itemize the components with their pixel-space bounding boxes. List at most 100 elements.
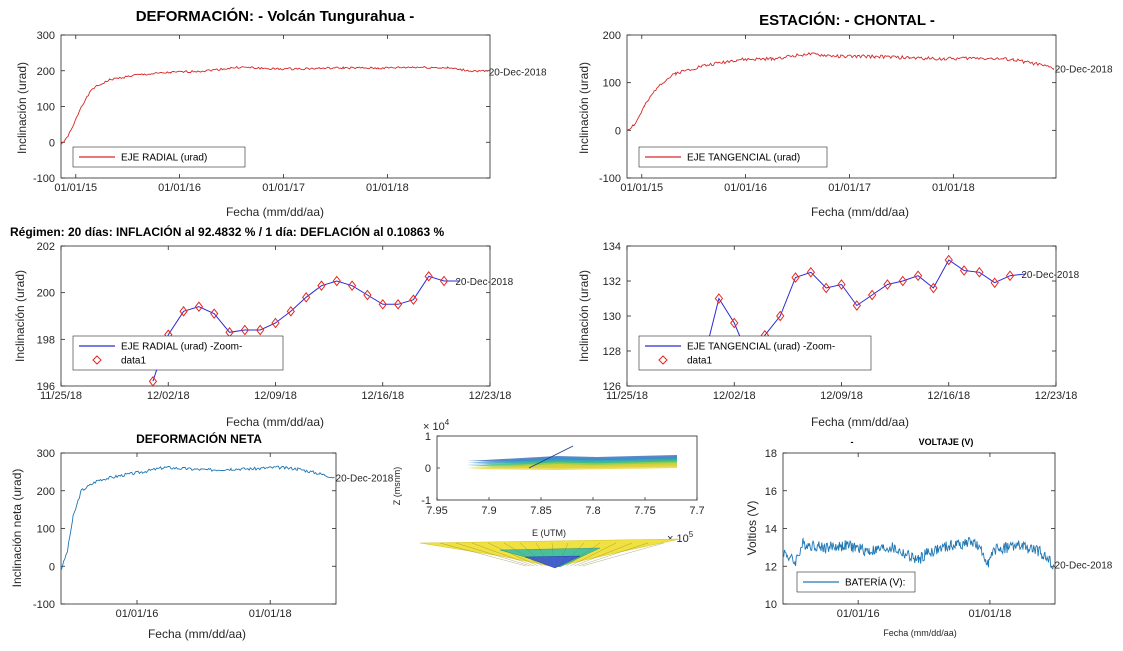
radial-series-line	[60, 65, 489, 145]
radial-xtick-label: 01/01/18	[366, 182, 409, 194]
voltaje-xtick-label: 01/01/18	[969, 608, 1012, 620]
voltaje-title-mark: -	[851, 437, 854, 447]
surface-mesh-line	[578, 542, 649, 567]
tangencial-xtick-label: 01/01/15	[620, 182, 663, 194]
tangencial_zoom-marker	[776, 310, 785, 322]
surface-y-exponent: × 104	[423, 418, 450, 433]
surface-xtick-label: 7.9	[481, 505, 496, 517]
surface-profile-line	[528, 445, 574, 469]
surface-band	[467, 463, 677, 470]
surface-ylabel: Z (msnm)	[392, 467, 402, 506]
surface-ytick-label: -1	[421, 495, 431, 507]
tangencial_zoom-xtick-label: 12/09/18	[820, 390, 863, 402]
tangencial_zoom-marker	[883, 279, 892, 290]
tangencial-xtick-label: 01/01/17	[828, 182, 871, 194]
voltaje-series-line	[782, 536, 1055, 570]
surface-mesh-line	[439, 542, 527, 567]
tangencial_zoom-xtick-label: 12/23/18	[1035, 390, 1078, 402]
tangencial_zoom-xtick-label: 11/25/18	[606, 390, 648, 402]
tangencial-xlabel: Fecha (mm/dd/aa)	[811, 205, 909, 219]
radial_zoom-xtick-label: 11/25/18	[40, 390, 82, 402]
radial_zoom-ytick-label: 198	[37, 334, 55, 346]
tangencial_zoom-marker	[806, 266, 815, 278]
neta-ytick-label: 0	[49, 561, 55, 573]
radial-chart-title: DEFORMACIÓN: - Volcán Tungurahua -	[136, 7, 415, 25]
radial_zoom-legend-marker	[92, 355, 102, 365]
voltaje-ytick-label: 16	[765, 486, 777, 498]
neta-ytick-label: 300	[37, 448, 55, 460]
tangencial_zoom-legend: EJE TANGENCIAL (urad) -Zoom-data1	[638, 335, 872, 371]
surface-ytick-label: 0	[425, 463, 431, 475]
radial-ytick-label: 300	[37, 30, 55, 42]
tangencial_zoom-marker	[990, 277, 999, 289]
tangencial_zoom-marker	[791, 272, 800, 283]
voltaje-ytick-label: 10	[765, 599, 777, 611]
surface-xtick-label: 7.95	[426, 505, 447, 517]
tangencial-series-line	[626, 52, 1055, 132]
tangencial_zoom-marker	[714, 293, 724, 304]
tangencial_zoom-legend-label: data1	[687, 356, 712, 367]
voltaje-legend-box	[796, 571, 916, 593]
radial_zoom-xtick-label: 12/02/18	[147, 390, 190, 402]
radial-legend: EJE RADIAL (urad)	[72, 146, 246, 168]
tangencial_zoom-xtick-label: 12/16/18	[927, 390, 970, 402]
surface-mesh-line	[551, 542, 555, 567]
radial_zoom-marker	[363, 289, 372, 301]
radial_zoom-marker	[332, 275, 341, 287]
voltaje-legend: BATERÍA (V):	[796, 571, 916, 593]
radial_zoom-marker	[286, 306, 295, 317]
tangencial_zoom-end-label: 20-Dec-2018	[1021, 270, 1079, 281]
radial_zoom-legend-box	[72, 335, 284, 371]
radial_zoom-marker	[302, 292, 311, 303]
surface-x-exponent: × 105	[667, 530, 694, 545]
neta-axes: 300 200 100 0 -100 01/01/16 01/01/18	[33, 448, 337, 620]
surface-x-exponent-power: 5	[689, 530, 694, 539]
radial_zoom-xtick-label: 12/09/18	[254, 390, 297, 402]
tangencial_zoom-ytick-label: 128	[603, 346, 621, 358]
tangencial_zoom-marker	[837, 279, 846, 290]
tangencial_zoom-ytick-label: 132	[603, 276, 621, 288]
tangencial_zoom-marker	[944, 254, 953, 266]
radial-xtick-label: 01/01/17	[262, 182, 305, 194]
radial-zoom-xlabel: Fecha (mm/dd/aa)	[226, 415, 324, 429]
radial_zoom-ytick-label: 196	[37, 381, 55, 393]
radial_zoom-ytick-label: 200	[37, 288, 55, 300]
surface-ytick-label: 1	[425, 431, 431, 443]
surface-mesh-line	[455, 542, 531, 567]
neta-xtick-label: 01/01/18	[249, 608, 292, 620]
radial_zoom-legend: EJE RADIAL (urad) -Zoom-data1	[72, 335, 284, 371]
tangencial_zoom-ytick-label: 126	[603, 381, 621, 393]
regimen-summary: Régimen: 20 días: INFLACIÓN al 92.4832 %…	[10, 224, 444, 239]
surface-mesh-line	[535, 542, 551, 567]
radial_zoom-xtick-label: 12/16/18	[361, 390, 404, 402]
tangencial-zoom-xlabel: Fecha (mm/dd/aa)	[811, 415, 909, 429]
surface-xtick-label: 7.7	[689, 505, 704, 517]
surface-mesh-line	[519, 542, 547, 567]
radial-xtick-label: 01/01/15	[54, 182, 97, 194]
surface-xtick-label: 7.8	[585, 505, 600, 517]
voltaje-end-label: 20-Dec-2018	[1055, 560, 1113, 571]
radial_zoom-legend-label: data1	[121, 356, 146, 367]
surface-mesh-line	[582, 542, 665, 567]
radial_zoom-marker	[378, 299, 387, 310]
surface-mesh-line	[471, 542, 535, 567]
tangencial-legend-box	[638, 146, 828, 168]
tangencial_zoom-marker	[898, 275, 907, 287]
tangencial_zoom-xtick-label: 12/02/18	[713, 390, 756, 402]
radial_zoom-marker	[210, 308, 219, 319]
tangencial_zoom-marker	[868, 289, 877, 301]
radial-legend-box	[72, 146, 246, 168]
radial-ytick-label: 100	[37, 102, 55, 114]
radial_zoom-legend-label: EJE RADIAL (urad) -Zoom-	[121, 342, 242, 353]
surface-mesh-line	[562, 542, 585, 567]
radial_zoom-marker	[256, 324, 265, 336]
voltaje-xtick-label: 01/01/16	[837, 608, 880, 620]
surface-mesh-line	[487, 542, 539, 567]
tangencial-ylabel: Inclinación (urad)	[577, 62, 591, 154]
neta-end-label: 20-Dec-2018	[336, 474, 394, 485]
surface-mesh-line	[558, 542, 569, 567]
